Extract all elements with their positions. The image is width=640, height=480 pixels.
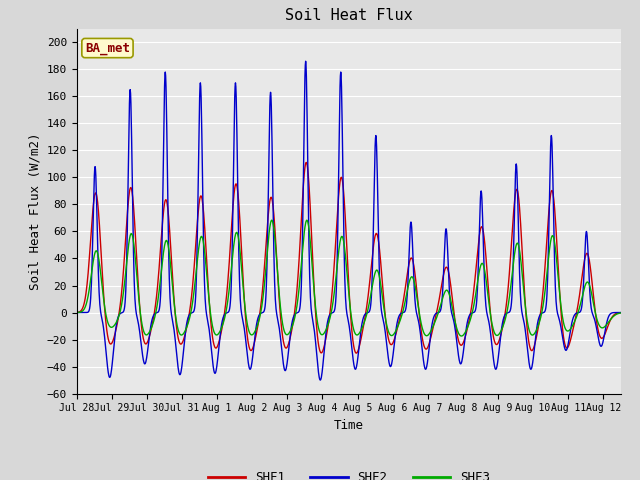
Legend: SHF1, SHF2, SHF3: SHF1, SHF2, SHF3 xyxy=(202,467,495,480)
SHF3 xyxy=(73,310,81,315)
X-axis label: Time: Time xyxy=(334,419,364,432)
Line: SHF1: SHF1 xyxy=(77,163,620,353)
Title: Soil Heat Flux: Soil Heat Flux xyxy=(285,9,413,24)
SHF2 xyxy=(616,310,624,315)
SHF1 xyxy=(171,301,179,307)
SHF3 xyxy=(616,310,624,316)
Text: BA_met: BA_met xyxy=(85,42,130,55)
SHF3 xyxy=(181,329,189,335)
SHF1 xyxy=(279,336,287,342)
SHF3 xyxy=(458,333,465,339)
SHF1 xyxy=(73,310,81,315)
SHF3 xyxy=(303,217,310,223)
SHF2 xyxy=(230,156,237,161)
SHF3 xyxy=(485,300,493,305)
SHF1 xyxy=(616,310,624,315)
SHF2 xyxy=(73,310,81,315)
SHF2 xyxy=(279,358,287,364)
SHF1 xyxy=(181,333,189,339)
SHF1 xyxy=(545,205,553,211)
SHF1 xyxy=(353,350,360,356)
SHF2 xyxy=(171,330,179,336)
SHF3 xyxy=(230,243,237,249)
SHF1 xyxy=(230,195,237,201)
SHF2 xyxy=(545,210,553,216)
Y-axis label: Soil Heat Flux (W/m2): Soil Heat Flux (W/m2) xyxy=(28,132,41,290)
SHF3 xyxy=(279,323,287,329)
SHF3 xyxy=(545,249,553,255)
SHF2 xyxy=(316,377,324,383)
Line: SHF3: SHF3 xyxy=(77,220,620,336)
SHF3 xyxy=(171,303,179,309)
Line: SHF2: SHF2 xyxy=(77,61,620,380)
SHF2 xyxy=(485,319,493,324)
SHF2 xyxy=(181,336,189,342)
SHF1 xyxy=(303,160,310,166)
SHF1 xyxy=(485,291,493,297)
SHF2 xyxy=(302,59,310,64)
